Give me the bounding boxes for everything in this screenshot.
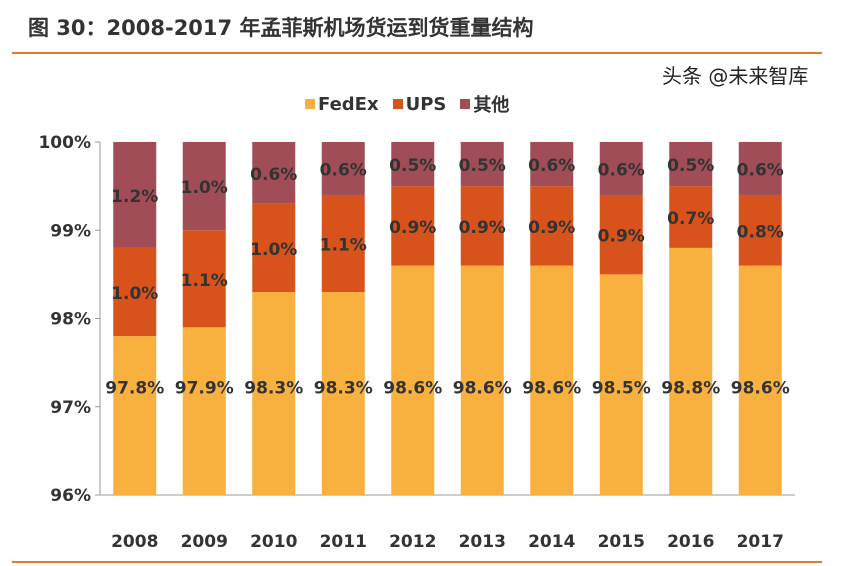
y-tick-label: 99% xyxy=(50,221,91,241)
data-label: 0.6% xyxy=(737,160,784,180)
legend-label: FedEx xyxy=(318,93,379,115)
data-label: 0.6% xyxy=(320,160,367,180)
legend-item: 其他 xyxy=(460,91,509,117)
bar-其他 xyxy=(391,142,435,187)
legend-label: 其他 xyxy=(473,95,510,116)
watermark: 头条 @未来智库 xyxy=(660,60,811,89)
x-tick-label: 2016 xyxy=(667,532,714,552)
x-tick-label: 2014 xyxy=(528,532,575,552)
bar-ups xyxy=(321,194,365,293)
y-tick-label: 97% xyxy=(50,398,91,418)
bar-fedex xyxy=(669,247,713,495)
data-label: 1.0% xyxy=(181,178,228,198)
bar-ups xyxy=(599,194,643,275)
bar-ups xyxy=(182,230,226,328)
bar-其他 xyxy=(738,142,782,195)
data-label: 0.9% xyxy=(598,227,645,247)
x-tick-label: 2017 xyxy=(737,532,784,552)
bar-ups xyxy=(391,186,435,266)
data-label: 1.0% xyxy=(250,240,297,260)
data-label: 0.5% xyxy=(459,156,506,176)
x-tick-label: 2008 xyxy=(111,532,158,552)
y-tick-label: 100% xyxy=(38,133,91,153)
bar-fedex xyxy=(738,265,782,495)
bar-ups xyxy=(460,186,504,266)
data-label: 98.5% xyxy=(592,379,651,399)
legend-item: FedEx xyxy=(305,91,379,117)
bar-其他 xyxy=(460,142,504,187)
legend-swatch xyxy=(305,99,315,109)
top-rule xyxy=(12,52,822,54)
legend-item: UPS xyxy=(392,91,447,117)
data-label: 1.0% xyxy=(111,284,158,304)
data-label: 98.6% xyxy=(522,379,581,399)
data-label: 97.9% xyxy=(175,379,234,399)
bar-fedex xyxy=(599,274,643,495)
data-label: 98.6% xyxy=(383,379,442,399)
bar-fedex xyxy=(530,265,574,495)
data-label: 98.3% xyxy=(314,379,373,399)
bar-ups xyxy=(252,203,296,293)
data-label: 97.8% xyxy=(105,379,164,399)
y-tick-label: 96% xyxy=(50,486,91,506)
data-label: 98.6% xyxy=(453,379,512,399)
data-label: 98.6% xyxy=(731,379,790,399)
bar-fedex xyxy=(460,265,504,495)
bar-其他 xyxy=(669,142,713,187)
bar-fedex xyxy=(182,327,226,495)
legend-swatch xyxy=(392,99,403,109)
bottom-rule xyxy=(12,561,822,563)
data-label: 0.7% xyxy=(667,209,714,229)
x-tick-label: 2012 xyxy=(389,532,436,552)
bar-其他 xyxy=(182,142,226,231)
data-label: 98.3% xyxy=(244,379,303,399)
data-label: 0.9% xyxy=(528,218,575,238)
bar-fedex xyxy=(113,336,157,495)
data-label: 1.2% xyxy=(111,187,158,207)
bar-ups xyxy=(738,194,782,266)
legend: FedEx UPS 其他 xyxy=(305,91,509,117)
data-label: 0.5% xyxy=(667,156,714,176)
bar-其他 xyxy=(113,142,157,248)
x-tick-label: 2013 xyxy=(459,532,506,552)
data-label: 0.6% xyxy=(528,156,575,176)
data-label: 98.8% xyxy=(661,379,720,399)
bar-fedex xyxy=(321,292,365,495)
bar-其他 xyxy=(321,142,365,195)
data-label: 0.8% xyxy=(737,222,784,242)
bar-fedex xyxy=(252,292,296,495)
bar-其他 xyxy=(599,142,643,195)
data-label: 0.5% xyxy=(389,156,436,176)
data-label: 1.1% xyxy=(181,271,228,291)
data-label: 0.9% xyxy=(389,218,436,238)
chart-title: 图 30：2008-2017 年孟菲斯机场货运到货重量结构 xyxy=(28,16,534,40)
legend-swatch xyxy=(460,99,471,109)
data-label: 0.6% xyxy=(250,165,297,185)
data-label: 0.6% xyxy=(598,160,645,180)
bar-ups xyxy=(113,247,157,337)
y-tick-label: 98% xyxy=(50,310,91,330)
bar-ups xyxy=(669,186,713,248)
x-tick-label: 2009 xyxy=(181,532,228,552)
x-tick-label: 2011 xyxy=(320,532,367,552)
data-label: 1.1% xyxy=(320,235,367,255)
data-label: 0.9% xyxy=(459,218,506,238)
bar-其他 xyxy=(530,142,574,187)
bar-其他 xyxy=(252,142,296,204)
legend-label: UPS xyxy=(405,93,447,115)
bar-ups xyxy=(530,186,574,266)
x-tick-label: 2010 xyxy=(250,532,297,552)
bar-fedex xyxy=(391,265,435,495)
x-tick-label: 2015 xyxy=(598,532,645,552)
